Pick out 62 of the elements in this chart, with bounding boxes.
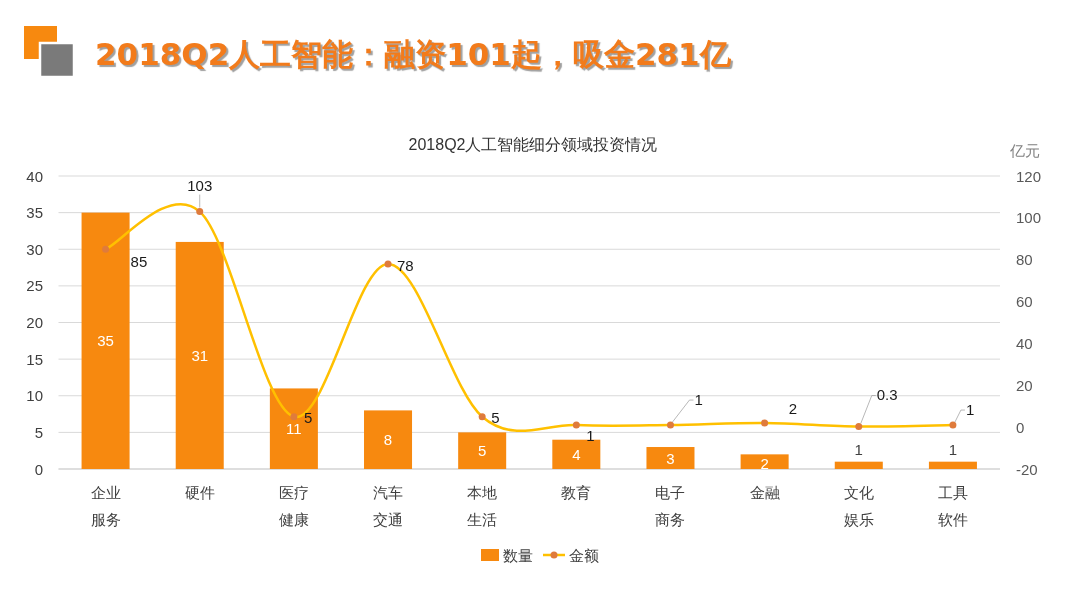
x-tick-label: 硬件 [183,483,216,503]
y2-tick-label: 40 [1016,334,1033,352]
y2-tick-label: 20 [1016,376,1033,394]
bar [458,432,507,469]
y2-tick-label: 80 [1016,251,1033,269]
data-label: 11 [286,420,302,438]
y-tick-label: 25 [26,277,43,295]
y2-tick-label: -20 [1016,460,1038,478]
data-label: 2 [760,454,769,472]
legend-label: 数量 [503,546,533,564]
data-label: 5 [491,409,500,427]
y-tick-label: 40 [26,167,43,185]
chart-title: 2018Q2人工智能：融资101起，吸金281亿 [95,35,731,74]
data-label: 1 [854,441,863,459]
data-label: 8 [383,431,393,449]
data-label: 1 [694,390,703,408]
y-tick-label: 35 [26,204,43,222]
x-tick-label: 本地生活 [466,483,499,530]
data-label: 1 [948,441,958,459]
x-tick-label: 企业服务 [89,483,122,530]
legend-label: 金额 [569,546,599,564]
y2-axis-title: 亿元 [1009,141,1040,159]
data-label: 1 [965,400,975,418]
data-label: 35 [97,332,114,350]
x-tick-label: 金融 [748,483,781,503]
x-tick-label: 文化娱乐 [842,483,875,530]
bar [552,439,601,469]
bar [269,388,318,469]
data-label: 5 [303,409,313,427]
y2-tick-label: 0 [1016,418,1025,436]
y2-tick-label: 120 [1016,167,1042,185]
data-label: 103 [187,177,213,195]
y-tick-label: 15 [26,350,43,368]
x-tick-label: 工具软件 [936,483,969,530]
data-label: 3 [666,449,675,467]
data-label: 0.3 [876,386,898,404]
data-label: 4 [572,445,581,463]
x-tick-label: 教育 [560,483,593,503]
bar [364,410,413,469]
y-tick-label: 10 [26,387,43,405]
bar [646,447,695,469]
x-tick-label: 电子商务 [654,483,687,530]
y-tick-label: 0 [34,460,43,478]
y-tick-label: 5 [34,423,43,441]
bar [175,241,224,469]
bar [81,212,130,469]
data-label: 85 [130,252,148,270]
y-tick-label: 30 [26,240,43,258]
y-tick-label: 20 [26,314,43,331]
data-label: 2 [788,400,797,418]
bar [928,461,977,469]
chart-subtitle: 2018Q2人工智能细分领域投资情况 [408,135,658,153]
x-tick-label: 汽车交通 [372,483,404,530]
bar [740,454,789,469]
data-label: 31 [191,346,209,364]
data-label: 78 [397,257,414,275]
data-label: 1 [586,426,595,444]
bar [834,461,883,469]
y2-tick-label: 60 [1016,293,1033,311]
data-label: 5 [478,442,487,460]
x-tick-label: 医疗健康 [277,483,310,530]
y2-tick-label: 100 [1016,209,1042,227]
